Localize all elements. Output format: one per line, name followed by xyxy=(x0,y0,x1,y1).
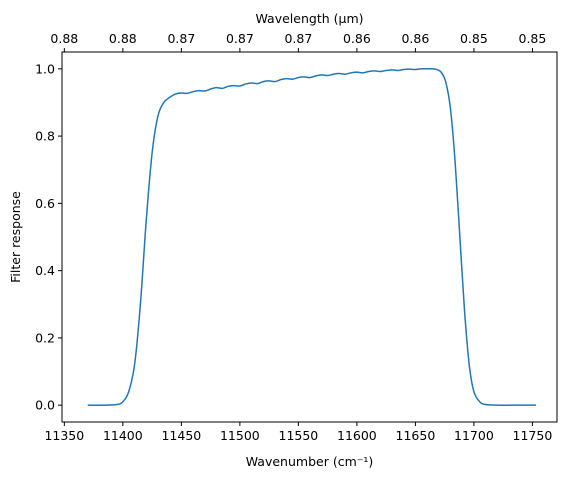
x-axis-label: Wavenumber (cm⁻¹) xyxy=(246,454,373,469)
y-tick-label: 0.8 xyxy=(35,129,55,144)
top-x-ticks: 0.88 0.88 0.87 0.87 0.87 0.86 0.86 0.85 0.85 xyxy=(50,31,546,52)
top-x-tick-label: 0.87 xyxy=(284,31,312,46)
x-tick-label: 11500 xyxy=(220,428,260,443)
y-tick-label: 0.6 xyxy=(35,196,55,211)
x-tick-label: 11650 xyxy=(396,428,436,443)
top-x-tick-label: 0.86 xyxy=(401,31,429,46)
y-ticks: 0.0 0.2 0.4 0.6 0.8 1.0 xyxy=(35,61,62,413)
x-tick-label: 11600 xyxy=(337,428,377,443)
bottom-x-ticks: 11350 11400 11450 11500 11550 11600 11650 11700… xyxy=(44,422,552,443)
top-x-axis-label: Wavelength (μm) xyxy=(255,11,363,26)
x-tick-label: 11400 xyxy=(103,428,143,443)
x-tick-label: 11750 xyxy=(513,428,553,443)
top-x-tick-label: 0.86 xyxy=(343,31,371,46)
top-x-tick-label: 0.88 xyxy=(109,31,137,46)
top-x-tick-label: 0.87 xyxy=(167,31,195,46)
y-tick-label: 0.0 xyxy=(35,398,55,413)
y-tick-label: 0.2 xyxy=(35,330,55,345)
top-x-tick-label: 0.88 xyxy=(50,31,78,46)
x-tick-label: 11350 xyxy=(44,428,84,443)
x-tick-label: 11450 xyxy=(161,428,201,443)
x-tick-label: 11550 xyxy=(279,428,319,443)
plot-area xyxy=(62,52,557,422)
y-tick-label: 1.0 xyxy=(35,61,55,76)
top-x-tick-label: 0.85 xyxy=(460,31,488,46)
y-tick-label: 0.4 xyxy=(35,263,55,278)
top-x-tick-label: 0.85 xyxy=(519,31,547,46)
y-axis-label: Filter response xyxy=(8,191,23,283)
series-line xyxy=(87,68,536,406)
top-x-tick-label: 0.87 xyxy=(226,31,254,46)
x-tick-label: 11700 xyxy=(454,428,494,443)
plot-frame xyxy=(61,51,558,423)
